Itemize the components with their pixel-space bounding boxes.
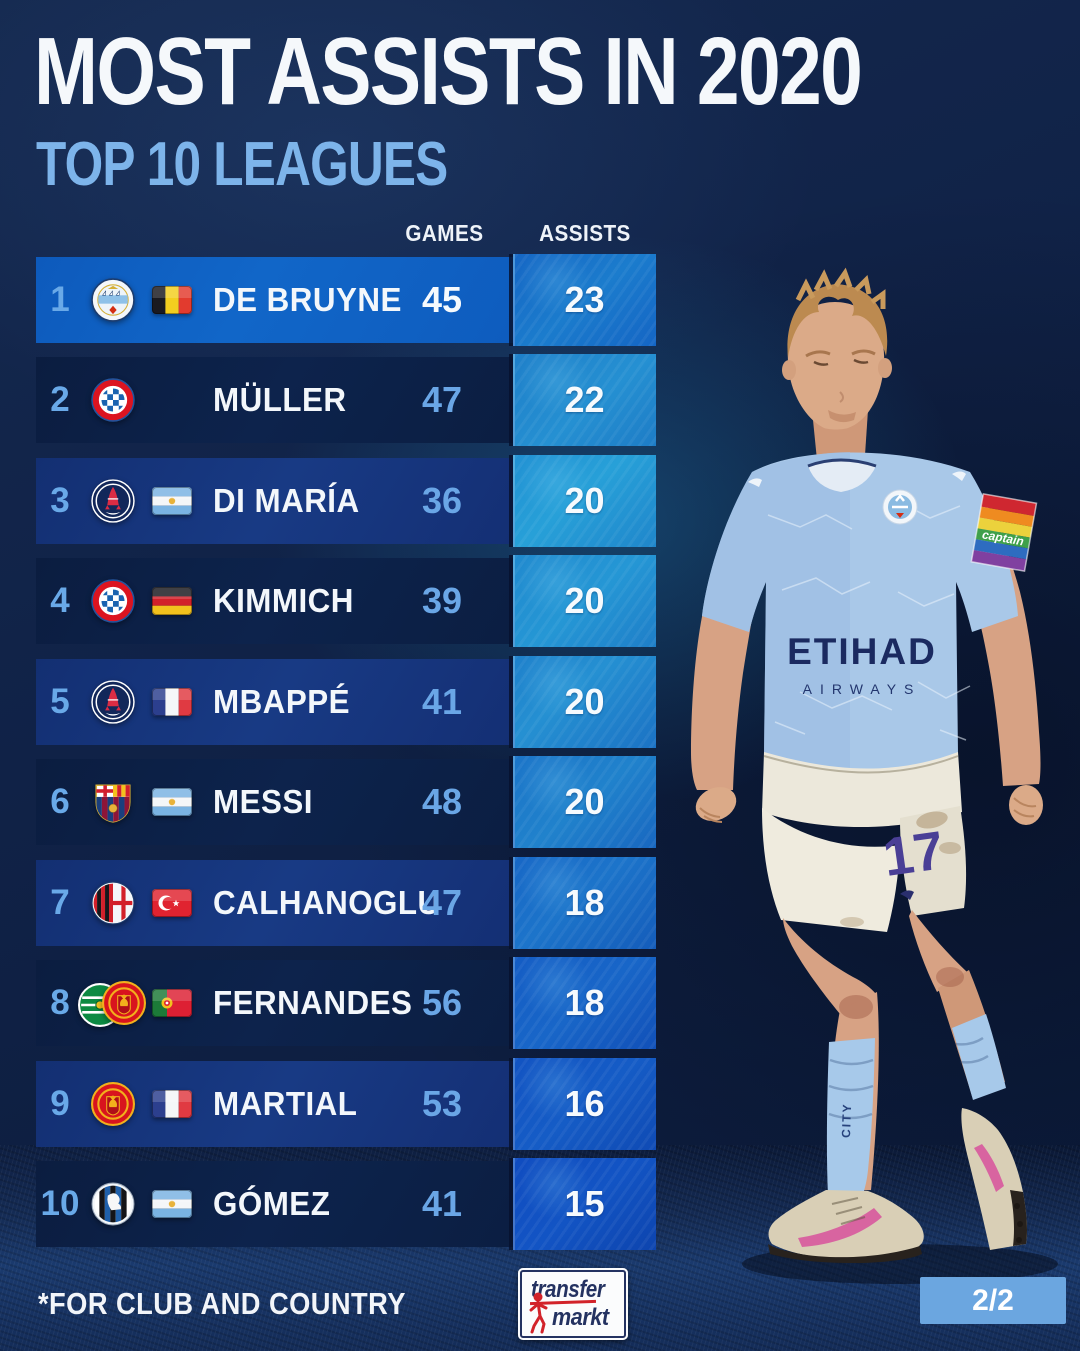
assists-cell [513,857,656,949]
player-name: DI MARÍA [213,482,360,519]
flag-argentina-icon [152,788,192,816]
assists-value: 20 [564,781,605,822]
column-header-assists: ASSISTS [538,220,631,246]
club-badge-psg [91,680,135,724]
page-subtitle: TOP 10 LEAGUES [36,130,448,199]
assists-cell [513,957,656,1049]
player-name: FERNANDES [213,984,413,1021]
flag-germany-icon [152,587,192,615]
rank-number: 9 [50,1084,70,1123]
flag-placeholder [152,386,192,414]
club-badge-atalanta [91,1182,135,1226]
assists-cell [513,254,656,346]
table-row: 8 FERNANDES 56 18 [36,957,656,1049]
player-photo: ETIHAD AIRWAYS captain 17 [691,267,1058,1284]
player-name: CALHANOGLU [213,884,441,921]
player-name: MBAPPÉ [213,683,350,720]
transfermarkt-logo: transfer markt [518,1268,628,1340]
rank-number: 2 [50,380,70,419]
assists-value: 15 [564,1183,605,1224]
table-row: 6 MESSI 48 20 [36,756,656,848]
club-badge-barcelona [91,780,135,824]
svg-text:17: 17 [880,820,948,888]
brand-word-transfer: transfer [531,1276,605,1303]
games-value: 53 [421,1083,463,1124]
player-name: MARTIAL [213,1085,358,1122]
column-header-games: GAMES [404,220,484,246]
table-row: 10 GÓMEZ 41 15 [36,1158,656,1250]
assists-cell [513,555,656,647]
club-badge-ac-milan [91,881,135,925]
club-badge-sporting-cp-and-man-united [78,981,150,1027]
flag-argentina-icon [152,487,192,515]
player-name: GÓMEZ [213,1185,331,1222]
player-name: DE BRUYNE [213,281,402,318]
rank-number: 5 [50,682,70,721]
rank-number: 8 [50,983,70,1022]
assists-value: 16 [564,1083,605,1124]
assists-cell [513,756,656,848]
player-name: MESSI [213,783,313,820]
assists-value: 23 [564,279,605,320]
flag-argentina-icon [152,1190,192,1218]
flag-belgium-icon [152,286,192,314]
games-value: 39 [421,580,463,621]
table-row: 7 CALHANOGLU 47 18 [36,857,656,949]
rank-number: 3 [50,481,70,520]
flag-turkey-icon [152,889,192,917]
pagination-badge: 2/2 [920,1277,1066,1324]
games-value: 36 [421,480,463,521]
rank-number: 7 [50,883,70,922]
table-row: 2 MÜLLER 47 22 [36,354,656,446]
footnote: *FOR CLUB AND COUNTRY [38,1286,406,1321]
games-value: 47 [421,882,463,923]
svg-text:ETIHAD: ETIHAD [787,631,937,672]
assists-value: 20 [564,580,605,621]
assists-value: 18 [564,982,605,1023]
flag-france-icon [152,1090,192,1118]
club-badge-bayern-munich [91,378,135,422]
club-badge-manchester-city [91,278,135,322]
table-row: 9 MARTIAL 53 16 [36,1058,656,1150]
club-badge-psg [91,479,135,523]
assists-cell [513,1058,656,1150]
rank-number: 10 [40,1184,80,1223]
page-title: MOST ASSISTS IN 2020 [34,18,863,125]
assists-value: 20 [564,480,605,521]
club-badge-man-united [91,1082,135,1126]
assists-cell [513,354,656,446]
brand-player-figure-icon [529,1292,548,1334]
assists-value: 22 [564,379,605,420]
assists-cell [513,455,656,547]
games-value: 47 [421,379,463,420]
games-value: 48 [421,781,463,822]
svg-text:AIRWAYS: AIRWAYS [803,681,922,697]
player-name: KIMMICH [213,582,354,619]
table-row: 3 DI MARÍA 36 20 [36,455,656,547]
assists-cell [513,656,656,748]
games-value: 45 [421,279,463,320]
rank-number: 4 [50,581,70,620]
table-row: 4 KIMMICH 39 20 [36,555,656,647]
club-badge-bayern-munich [91,579,135,623]
flag-portugal-icon [152,989,192,1017]
assists-value: 18 [564,882,605,923]
assists-value: 20 [564,681,605,722]
brand-word-markt: markt [552,1304,609,1331]
rank-number: 6 [50,782,70,821]
assists-cell [513,1158,656,1250]
games-value: 56 [421,982,463,1023]
flag-france-icon [152,688,192,716]
table-row: 5 MBAPPÉ 41 20 [36,656,656,748]
games-value: 41 [421,681,463,722]
svg-text:CITY: CITY [839,1102,854,1138]
table-row: 1 DE BRUYNE 45 23 [36,254,656,346]
games-value: 41 [421,1183,463,1224]
rank-number: 1 [50,280,70,319]
player-name: MÜLLER [213,381,347,418]
